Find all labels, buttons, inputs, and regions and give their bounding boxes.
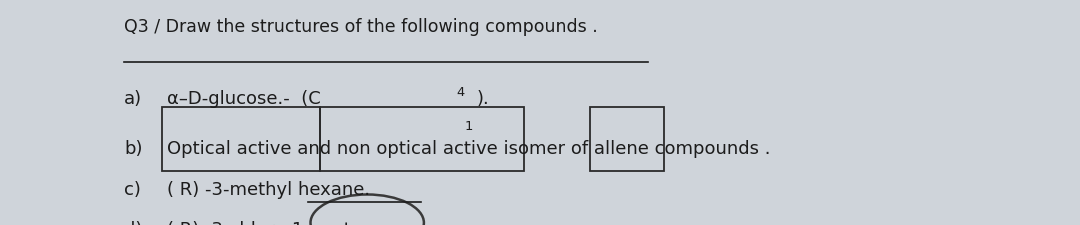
Text: ).: ). [476, 90, 489, 108]
Text: a): a) [124, 90, 143, 108]
Text: b): b) [124, 140, 143, 158]
Text: ( R) -3-methyl hexane.: ( R) -3-methyl hexane. [167, 180, 370, 198]
Text: ( R) -3-chloro-1-pentene: ( R) -3-chloro-1-pentene [167, 220, 384, 225]
Text: α–D-glucose.-  (C: α–D-glucose.- (C [167, 90, 321, 108]
Text: d): d) [124, 220, 143, 225]
Text: 4: 4 [457, 86, 465, 99]
Text: Optical active and non optical active isomer of allene compounds .: Optical active and non optical active is… [167, 140, 771, 158]
Text: 1: 1 [464, 119, 473, 132]
Text: c): c) [124, 180, 141, 198]
Text: Q3 / Draw the structures of the following compounds .: Q3 / Draw the structures of the followin… [124, 18, 598, 36]
